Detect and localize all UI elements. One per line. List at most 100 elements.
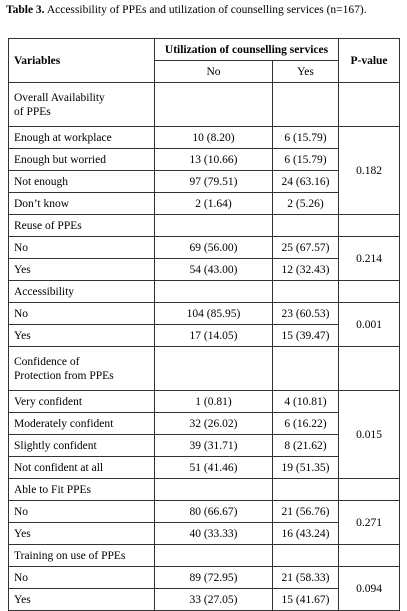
cell-yes: 12 (32.43) (272, 258, 339, 281)
empty-cell (272, 82, 339, 127)
cell-yes: 4 (10.81) (272, 390, 339, 413)
cell-yes: 21 (58.33) (272, 566, 339, 589)
caption-label: Table 3. (6, 4, 45, 16)
empty-cell (154, 346, 273, 391)
cell-no: 1 (0.81) (154, 390, 273, 413)
row-label: Yes (8, 258, 155, 281)
group-title-cell: Accessibility (8, 280, 155, 303)
cell-no: 51 (41.46) (154, 456, 273, 479)
group-title-row: Reuse of PPEs (8, 214, 400, 237)
cell-yes: 15 (41.67) (272, 588, 339, 611)
empty-cell (154, 82, 273, 127)
row-label: Enough but worried (8, 148, 155, 171)
cell-yes: 6 (16.22) (272, 412, 339, 435)
group-title-cell: Confidence of Protection from PPEs (8, 346, 155, 391)
table: Variables Utilization of counselling ser… (8, 38, 400, 611)
empty-cell (272, 346, 339, 391)
header-no: No (154, 60, 273, 83)
data-row: No 89 (72.95) 21 (58.33) 0.094 (8, 566, 400, 611)
header-group: Utilization of counselling services (154, 38, 339, 61)
group-title-row: Accessibility (8, 280, 400, 303)
group-title-cell: Able to Fit PPEs (8, 478, 155, 501)
header-p-value: P-value (338, 38, 400, 83)
cell-no: 17 (14.05) (154, 324, 273, 347)
data-row: No 69 (56.00) 25 (67.57) 0.214 (8, 236, 400, 281)
p-value: 0.214 (338, 236, 400, 281)
data-row: Very confident 1 (0.81) 4 (10.81) 0.015 (8, 390, 400, 479)
data-row: Enough at workplace 10 (8.20) 6 (15.79) 0.1… (8, 126, 400, 215)
cell-yes: 15 (39.47) (272, 324, 339, 347)
empty-cell (338, 544, 400, 567)
data-row: No 80 (66.67) 21 (56.76) 0.271 (8, 500, 400, 545)
group-title-row: Able to Fit PPEs (8, 478, 400, 501)
row-label: No (8, 236, 155, 259)
data-row: Don’t know 2 (1.64) 2 (5.26) (8, 192, 400, 215)
cell-no: 54 (43.00) (154, 258, 273, 281)
cell-no: 80 (66.67) (154, 500, 273, 523)
cell-yes: 21 (56.76) (272, 500, 339, 523)
group-title-cell: Training on use of PPEs (8, 544, 155, 567)
caption-text: Accessibility of PPEs and utilization of… (46, 4, 367, 16)
p-value: 0.094 (338, 566, 400, 611)
empty-cell (272, 280, 339, 303)
row-label: Yes (8, 522, 155, 545)
cell-no: 33 (27.05) (154, 588, 273, 611)
group-title: Training on use of PPEs (14, 549, 126, 562)
empty-cell (272, 544, 339, 567)
group-title-cell: Reuse of PPEs (8, 214, 155, 237)
cell-yes: 25 (67.57) (272, 236, 339, 259)
cell-yes: 19 (51.35) (272, 456, 339, 479)
cell-no: 40 (33.33) (154, 522, 273, 545)
data-row: Not confident at all 51 (41.46) 19 (51.35) (8, 456, 400, 479)
group-title-cell: Overall Availability of PPEs (8, 82, 155, 127)
group-title-row: Confidence of Protection from PPEs (8, 346, 400, 391)
row-label: Yes (8, 588, 155, 611)
cell-no: 10 (8.20) (154, 126, 273, 149)
data-row: Yes 54 (43.00) 12 (32.43) (8, 258, 400, 281)
group-title: Accessibility (14, 285, 75, 298)
empty-cell (272, 478, 339, 501)
empty-cell (154, 478, 273, 501)
row-label: No (8, 500, 155, 523)
empty-cell (154, 280, 273, 303)
header-row: Variables Utilization of counselling ser… (8, 38, 400, 83)
empty-cell (338, 82, 400, 127)
group-title: Able to Fit PPEs (14, 483, 92, 496)
cell-yes: 23 (60.53) (272, 302, 339, 325)
cell-no: 13 (10.66) (154, 148, 273, 171)
empty-cell (338, 478, 400, 501)
data-row: Moderately confident 32 (26.02) 6 (16.22) (8, 412, 400, 435)
row-label: Very confident (8, 390, 155, 413)
cell-yes: 16 (43.24) (272, 522, 339, 545)
data-row: Slightly confident 39 (31.71) 8 (21.62) (8, 434, 400, 457)
data-row: Yes 17 (14.05) 15 (39.47) (8, 324, 400, 347)
cell-no: 97 (79.51) (154, 170, 273, 193)
row-label: Not enough (8, 170, 155, 193)
p-value: 0.015 (338, 390, 400, 479)
caption: Table 3. Accessibility of PPEs and utili… (6, 3, 400, 17)
cell-yes: 6 (15.79) (272, 148, 339, 171)
empty-cell (154, 544, 273, 567)
cell-no: 2 (1.64) (154, 192, 273, 215)
row-label: Slightly confident (8, 434, 155, 457)
p-value: 0.182 (338, 126, 400, 215)
group-title-row: Training on use of PPEs (8, 544, 400, 567)
header-yes: Yes (272, 60, 339, 83)
row-label: Moderately confident (8, 412, 155, 435)
p-value: 0.271 (338, 500, 400, 545)
empty-cell (272, 214, 339, 237)
row-label: Enough at workplace (8, 126, 155, 149)
group-title: Reuse of PPEs (14, 219, 82, 232)
cell-no: 32 (26.02) (154, 412, 273, 435)
cell-yes: 2 (5.26) (272, 192, 339, 215)
row-label: Don’t know (8, 192, 155, 215)
row-label: Not confident at all (8, 456, 155, 479)
empty-cell (338, 280, 400, 303)
cell-no: 39 (31.71) (154, 434, 273, 457)
header-variables: Variables (8, 38, 155, 83)
cell-no: 104 (85.95) (154, 302, 273, 325)
cell-no: 89 (72.95) (154, 566, 273, 589)
group-title: Overall Availability of PPEs (14, 91, 105, 118)
row-label: Yes (8, 324, 155, 347)
